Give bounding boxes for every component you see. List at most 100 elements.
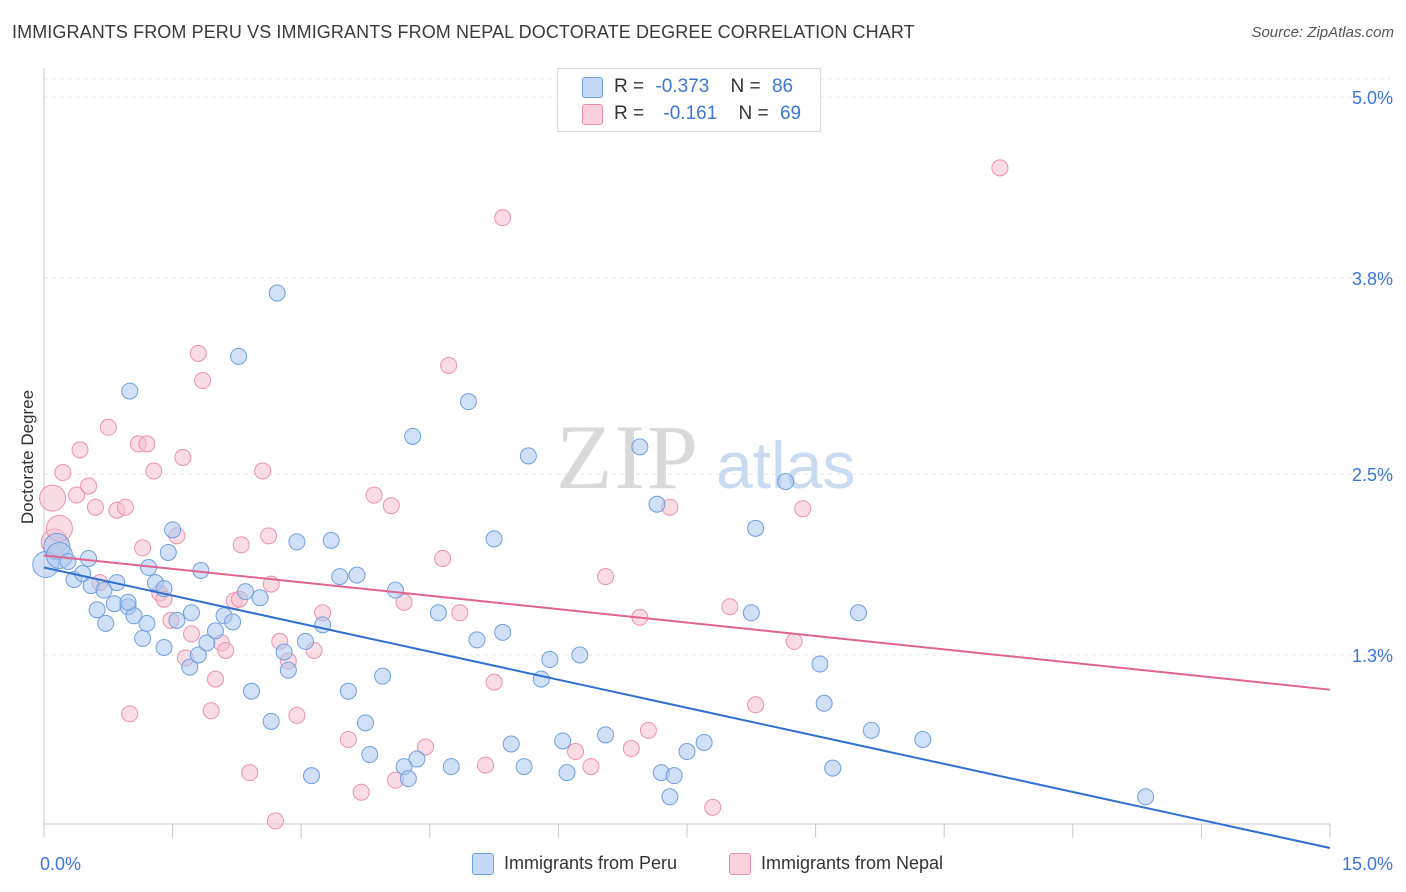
legend-peru-n-value: 86 (771, 76, 794, 97)
nepal-point (704, 798, 722, 816)
peru-point (824, 759, 842, 777)
bottom-peru-label: Immigrants from Peru (504, 853, 678, 873)
bottom-nepal-swatch (729, 853, 751, 875)
peru-point (678, 743, 696, 761)
nepal-point (582, 758, 600, 776)
nepal-point (352, 783, 370, 801)
peru-point (519, 447, 537, 465)
peru-point (80, 549, 98, 567)
nepal-point (477, 756, 495, 774)
legend-nepal-r-value: -0.161 (663, 103, 718, 124)
nepal-point (785, 632, 803, 650)
nepal-points (39, 159, 1009, 830)
peru-point (339, 682, 357, 700)
tick-labels: 1.3% 2.5% 3.8% 5.0% 0.0% 15.0% (40, 88, 1393, 874)
peru-point (168, 611, 186, 629)
y-tick-label: 5.0% (1352, 88, 1393, 108)
peru-point (242, 682, 260, 700)
peru-point (268, 284, 286, 302)
peru-point (442, 758, 460, 776)
peru-point (558, 764, 576, 782)
peru-point (288, 533, 306, 551)
peru-point (554, 732, 572, 750)
peru-point (159, 543, 177, 561)
y-tick-label: 1.3% (1352, 646, 1393, 666)
peru-point (138, 614, 156, 632)
legend-peru-r-label: R = (614, 76, 645, 97)
peru-point (262, 712, 280, 730)
nepal-point (254, 462, 272, 480)
source-credit: Source: ZipAtlas.com (1251, 24, 1394, 41)
peru-point (206, 622, 224, 640)
peru-point (485, 530, 503, 548)
peru-point (279, 661, 297, 679)
peru-point (747, 519, 765, 537)
nepal-point (99, 418, 117, 436)
nepal-point (202, 702, 220, 720)
nepal-point (206, 670, 224, 688)
chart-title: IMMIGRANTS FROM PERU VS IMMIGRANTS FROM … (12, 22, 915, 42)
nepal-swatch (582, 104, 603, 125)
nepal-point (145, 462, 163, 480)
peru-point (815, 694, 833, 712)
nepal-trend-line (43, 554, 1331, 691)
legend-peru-r-value: -0.373 (655, 76, 710, 97)
axes (43, 68, 1331, 838)
watermark-zip: ZIP (556, 406, 700, 508)
nepal-point (80, 477, 98, 495)
peru-point (541, 651, 559, 669)
nepal-point (86, 498, 104, 516)
nepal-point (260, 527, 278, 545)
peru-point (914, 730, 932, 748)
watermark-atlas: atlas (716, 428, 855, 502)
peru-point (661, 788, 679, 806)
peru-point (387, 581, 405, 599)
nepal-point (434, 549, 452, 567)
peru-point (236, 583, 254, 601)
nepal-point (121, 705, 139, 723)
peru-point (597, 726, 615, 744)
nepal-point (134, 539, 152, 557)
peru-point (361, 746, 379, 764)
nepal-point (232, 536, 250, 554)
trend-lines (43, 554, 1331, 850)
nepal-point (794, 500, 812, 518)
nepal-point (116, 498, 134, 516)
peru-trend-line (43, 566, 1331, 850)
peru-point (494, 623, 512, 641)
legend-nepal-n-label: N = (738, 103, 769, 124)
legend-peru-text: R = -0.373 N = 86 (614, 76, 793, 98)
peru-point (155, 638, 173, 656)
peru-point (399, 770, 417, 788)
nepal-point (622, 740, 640, 758)
stats-legend: R = -0.373 N = 86 R = -0.161 N = 69 (557, 68, 821, 132)
peru-point (275, 643, 293, 661)
peru-point (515, 758, 533, 776)
nepal-point (54, 464, 72, 482)
peru-point (302, 767, 320, 785)
peru-point (374, 667, 392, 685)
x-tick-label: 0.0% (40, 854, 81, 874)
nepal-point (365, 486, 383, 504)
peru-point (97, 614, 115, 632)
peru-point (59, 552, 77, 570)
peru-point (224, 613, 242, 631)
peru-point (348, 566, 366, 584)
nepal-point (639, 721, 657, 739)
peru-point (189, 646, 207, 664)
peru-point (429, 604, 447, 622)
nepal-point (451, 604, 469, 622)
nepal-point (266, 812, 284, 830)
x-tick-label: 15.0% (1342, 854, 1393, 874)
nepal-point (138, 435, 156, 453)
nepal-point (567, 743, 585, 761)
nepal-point (440, 356, 458, 374)
nepal-point (339, 730, 357, 748)
nepal-point (189, 344, 207, 362)
peru-point (182, 604, 200, 622)
peru-point (862, 721, 880, 739)
y-tick-label: 3.8% (1352, 269, 1393, 289)
nepal-point (71, 441, 89, 459)
peru-point (1137, 788, 1155, 806)
nepal-point (288, 706, 306, 724)
